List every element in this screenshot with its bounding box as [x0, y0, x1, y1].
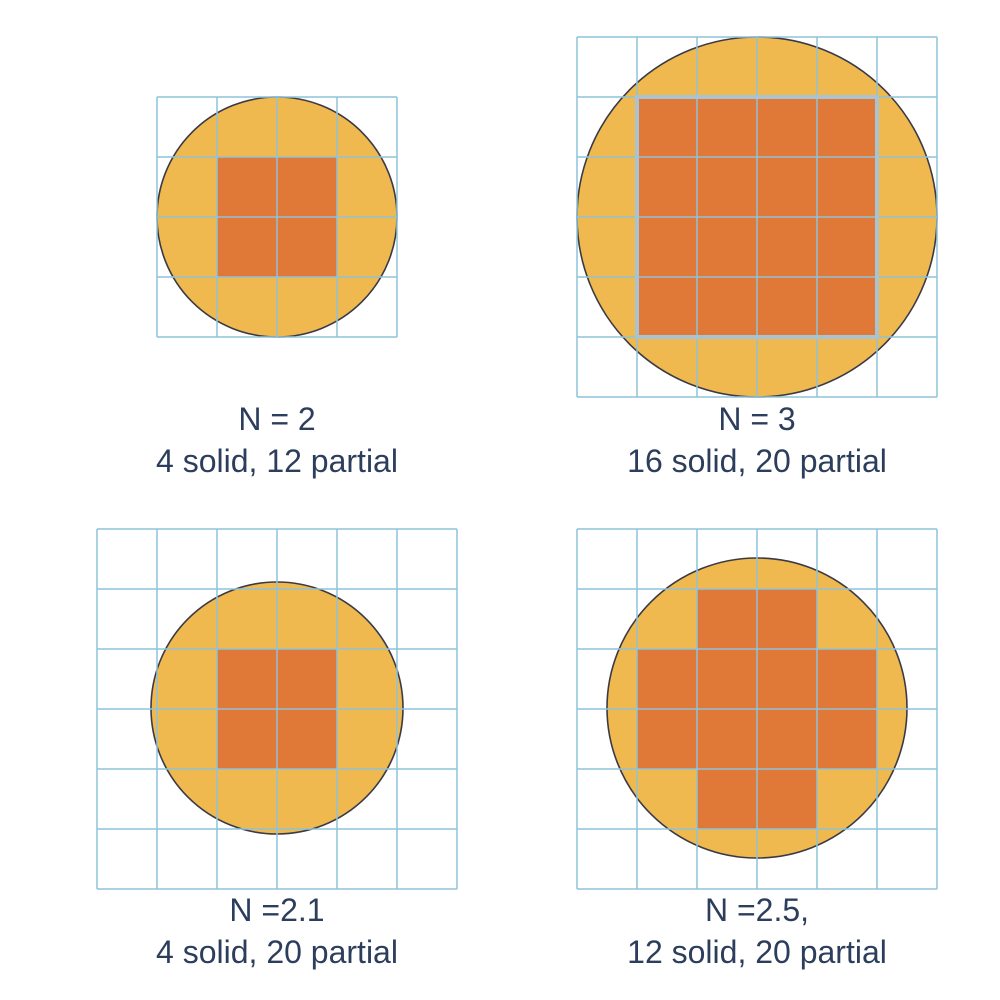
solid-cell — [697, 97, 757, 157]
panel-n2-5: N =2.5, 12 solid, 20 partial — [577, 529, 937, 970]
solid-cell — [277, 709, 337, 769]
solid-cell — [817, 277, 877, 337]
panel-counts: 12 solid, 20 partial — [627, 934, 887, 970]
solid-cell — [697, 217, 757, 277]
solid-cell — [757, 649, 817, 709]
solid-cell — [217, 709, 277, 769]
solid-cell — [817, 217, 877, 277]
solid-cell — [217, 157, 277, 217]
solid-cell — [637, 157, 697, 217]
panel-n3: N = 3 16 solid, 20 partial — [577, 37, 937, 479]
solid-cell — [637, 277, 697, 337]
solid-cell — [637, 649, 697, 709]
panel-title: N =2.5, — [705, 892, 809, 928]
solid-cell — [697, 709, 757, 769]
solid-cell — [637, 709, 697, 769]
grid-lines — [577, 529, 937, 889]
solid-cell — [697, 157, 757, 217]
solid-cell — [217, 217, 277, 277]
solid-cell — [757, 709, 817, 769]
solid-cell — [757, 589, 817, 649]
panel-title: N =2.1 — [229, 892, 324, 928]
solid-cell — [817, 649, 877, 709]
solid-cell — [697, 277, 757, 337]
panel-counts: 16 solid, 20 partial — [627, 443, 887, 479]
solid-cell — [697, 769, 757, 829]
solid-cell — [757, 277, 817, 337]
solid-cell — [757, 157, 817, 217]
solid-cell — [277, 217, 337, 277]
solid-cell — [637, 217, 697, 277]
panel-title: N = 3 — [718, 401, 795, 437]
solid-cell — [757, 769, 817, 829]
solid-cell — [817, 97, 877, 157]
panel-n2: N = 2 4 solid, 12 partial — [156, 97, 398, 479]
solid-cell — [277, 649, 337, 709]
solid-cell — [637, 97, 697, 157]
panel-title: N = 2 — [238, 401, 315, 437]
solid-cell — [757, 97, 817, 157]
solid-cell — [697, 589, 757, 649]
grid-lines — [97, 529, 457, 889]
solid-cell — [217, 649, 277, 709]
solid-cell — [277, 157, 337, 217]
panel-counts: 4 solid, 12 partial — [156, 443, 398, 479]
panel-n2-1: N =2.1 4 solid, 20 partial — [97, 529, 457, 970]
solid-cell — [757, 217, 817, 277]
solid-cell — [697, 649, 757, 709]
solid-cell — [817, 709, 877, 769]
panel-counts: 4 solid, 20 partial — [156, 934, 398, 970]
solid-cell — [817, 157, 877, 217]
